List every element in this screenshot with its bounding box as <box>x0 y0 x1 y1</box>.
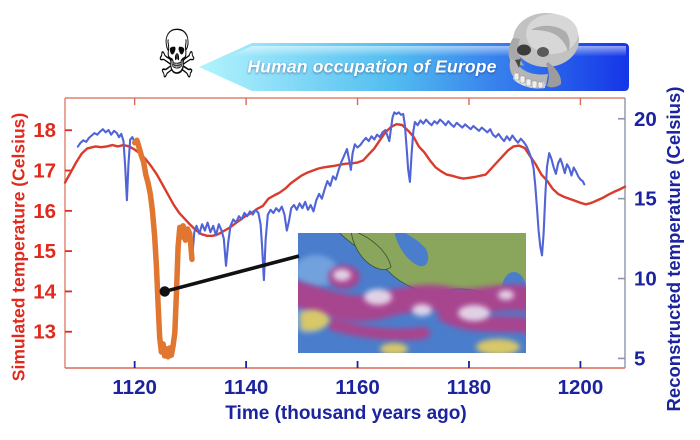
callout-line <box>164 254 300 294</box>
skull-crossbones-icon: ☠ <box>156 15 198 94</box>
left-tick-label: 13 <box>33 321 56 344</box>
europe-habitability-map <box>298 233 526 353</box>
hominin-skull-icon <box>508 13 579 89</box>
x-tick-label: 1200 <box>558 376 604 399</box>
x-axis-label: Time (thousand years ago) <box>225 403 467 424</box>
curves-layer <box>63 111 627 360</box>
left-tick-label: 16 <box>33 200 56 223</box>
x-tick-label: 1120 <box>112 376 156 399</box>
x-tick-label: 1160 <box>335 376 379 399</box>
left-tick-label: 15 <box>33 240 56 263</box>
callout-dot <box>159 286 170 297</box>
left-axis-label: Simulated temperature (Celsius) <box>8 112 29 382</box>
right-tick-label: 10 <box>634 268 657 291</box>
banner-label: Human occupation of Europe <box>247 56 497 77</box>
right-tick-label: 20 <box>634 108 657 131</box>
left-tick-label: 14 <box>33 280 56 303</box>
left-tick-label: 18 <box>33 119 56 142</box>
left-tick-label: 17 <box>33 160 56 183</box>
x-tick-label: 1180 <box>447 376 491 399</box>
right-tick-label: 15 <box>634 188 657 211</box>
axes-layer: 1120 1140 1160 1180 1200 13 14 15 16 17 18 5 10 15 20 <box>33 97 657 399</box>
right-tick-label: 5 <box>634 347 645 370</box>
right-axis-label: Reconstructed temperature (Celsius) <box>663 86 684 412</box>
x-tick-label: 1140 <box>224 376 268 399</box>
highlight-line <box>131 137 195 360</box>
